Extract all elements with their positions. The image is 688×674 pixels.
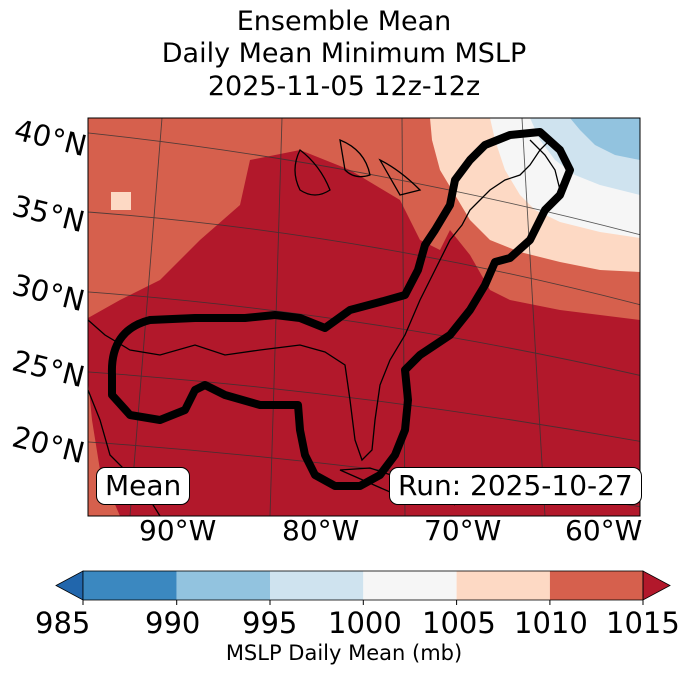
colorbar-tick-1015: 1015: [606, 606, 680, 640]
colorbar-over-arrow: [642, 570, 671, 601]
mslp-1005-speck: [111, 192, 131, 210]
pressure-field: [88, 118, 640, 516]
colorbar-segment-1005: [456, 571, 550, 600]
title-line-3: 2025-11-05 12z-12z: [207, 71, 481, 102]
colorbar-tick-1005: 1005: [422, 606, 496, 640]
graticule: [88, 118, 640, 516]
colorbar-tick-995: 995: [242, 606, 298, 640]
mslp-990-region: [570, 118, 640, 160]
title-line-2: Daily Mean Minimum MSLP: [161, 38, 527, 69]
colorbar-segment-1010: [549, 571, 643, 600]
colorbar-segment-990: [176, 571, 270, 600]
lon-label-60w: 60°W: [565, 514, 643, 547]
lon-label-70w: 70°W: [424, 514, 502, 547]
mean-contour: [107, 128, 574, 490]
colorbar-tick-990: 990: [145, 606, 201, 640]
colorbar-segment-995: [270, 571, 364, 600]
colorbar-tick-985: 985: [35, 606, 91, 640]
map-frame: [87, 117, 641, 517]
mslp-1015-region: [88, 150, 640, 516]
mean-label-box: Mean: [96, 467, 191, 505]
lon-label-90w: 90°W: [139, 514, 217, 547]
colorbar: [55, 570, 671, 605]
colorbar-tick-1010: 1010: [514, 606, 588, 640]
colorbar-under-arrow: [55, 570, 84, 601]
colorbar-tick-1000: 1000: [328, 606, 402, 640]
title-line-1: Ensemble Mean: [236, 6, 452, 37]
run-date-box: Run: 2025-10-27: [389, 467, 642, 505]
colorbar-label: MSLP Daily Mean (mb): [225, 641, 463, 665]
colorbar-segment-1000: [363, 571, 457, 600]
colorbar-segment-985: [83, 571, 177, 600]
lon-label-80w: 80°W: [282, 514, 360, 547]
